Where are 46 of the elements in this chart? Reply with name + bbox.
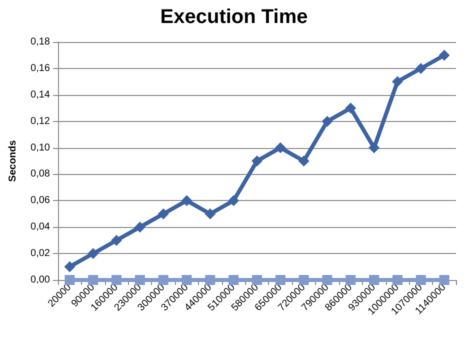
point <box>228 275 239 285</box>
point <box>134 222 146 233</box>
point <box>368 142 380 154</box>
point <box>134 275 145 285</box>
point <box>88 275 98 285</box>
y-tick-label: 0,04 <box>30 222 50 233</box>
point <box>415 62 426 74</box>
y-tick-label: 0,12 <box>30 116 50 127</box>
point <box>439 275 450 285</box>
y-tick-label: 0,06 <box>30 195 50 206</box>
point <box>416 275 426 285</box>
point <box>204 208 216 220</box>
y-tick-label: 0,10 <box>30 142 50 154</box>
point <box>392 76 403 88</box>
point <box>298 275 309 285</box>
y-tick-label: 0,00 <box>30 274 50 286</box>
point <box>345 102 356 114</box>
point <box>205 275 216 285</box>
y-tick-label: 0,08 <box>30 168 50 180</box>
point <box>322 116 333 127</box>
point <box>298 156 310 166</box>
point <box>64 261 76 272</box>
y-axis-title: Seconds <box>8 140 18 182</box>
point <box>322 275 332 285</box>
point <box>158 275 168 285</box>
y-tick-label: 0,02 <box>30 248 50 260</box>
y-tick-label: 0,18 <box>30 36 50 48</box>
point <box>275 275 286 285</box>
point <box>88 248 99 260</box>
y-tick-label: 0,14 <box>30 89 50 100</box>
point <box>369 275 380 285</box>
chart-title: Execution Time <box>160 6 308 28</box>
point <box>111 234 122 246</box>
point <box>274 142 286 154</box>
point <box>252 156 262 166</box>
point <box>64 275 75 285</box>
point <box>392 275 402 285</box>
point <box>438 50 450 61</box>
point <box>181 195 192 206</box>
point <box>346 275 356 285</box>
point <box>252 275 262 285</box>
point <box>228 195 240 206</box>
point <box>182 275 192 285</box>
point <box>158 208 169 220</box>
y-tick-label: 0,16 <box>30 62 50 74</box>
point <box>112 275 122 285</box>
